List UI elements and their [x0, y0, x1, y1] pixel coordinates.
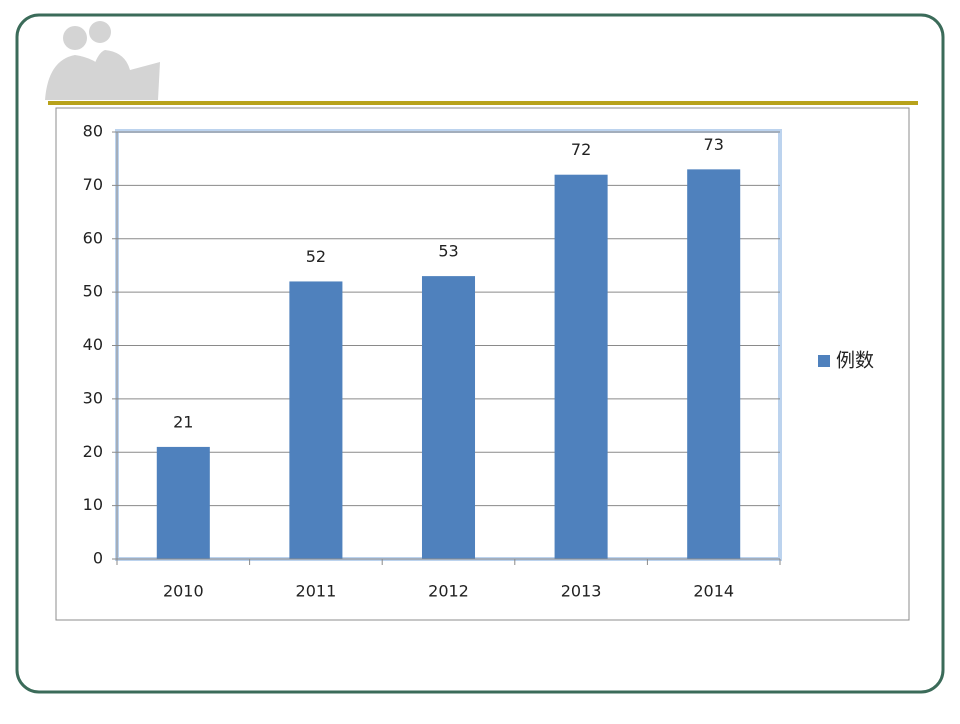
- data-label: 72: [571, 140, 591, 159]
- y-tick-label: 60: [83, 228, 103, 247]
- people-icon: [45, 21, 160, 100]
- y-tick-label: 40: [83, 335, 103, 354]
- x-tick-label: 2012: [428, 582, 469, 601]
- x-tick-label: 2013: [561, 582, 602, 601]
- bar: [289, 281, 343, 559]
- y-tick-label: 30: [83, 388, 103, 407]
- x-tick-label: 2011: [296, 582, 337, 601]
- bar: [554, 174, 608, 559]
- bar: [156, 446, 210, 559]
- data-label: 52: [306, 247, 326, 266]
- bar: [687, 169, 741, 560]
- x-tick-label: 2010: [163, 582, 204, 601]
- y-tick-label: 50: [83, 282, 103, 301]
- legend-label: 例数: [836, 350, 874, 372]
- y-tick-label: 20: [83, 442, 103, 461]
- legend-swatch: [818, 355, 830, 367]
- bar: [421, 276, 476, 559]
- data-label: 21: [173, 412, 193, 431]
- data-label: 53: [438, 242, 458, 261]
- y-tick-label: 70: [83, 175, 103, 194]
- y-tick-label: 80: [83, 122, 103, 141]
- data-label: 73: [704, 135, 724, 154]
- y-tick-label: 0: [93, 549, 103, 568]
- x-tick-label: 2014: [693, 582, 734, 601]
- y-tick-label: 10: [83, 495, 103, 514]
